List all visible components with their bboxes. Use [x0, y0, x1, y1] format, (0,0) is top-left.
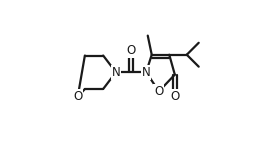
Text: N: N	[111, 66, 120, 79]
Text: O: O	[73, 90, 82, 103]
Text: O: O	[170, 90, 180, 103]
Text: O: O	[154, 85, 163, 98]
Text: O: O	[126, 44, 136, 57]
Text: N: N	[142, 66, 151, 79]
